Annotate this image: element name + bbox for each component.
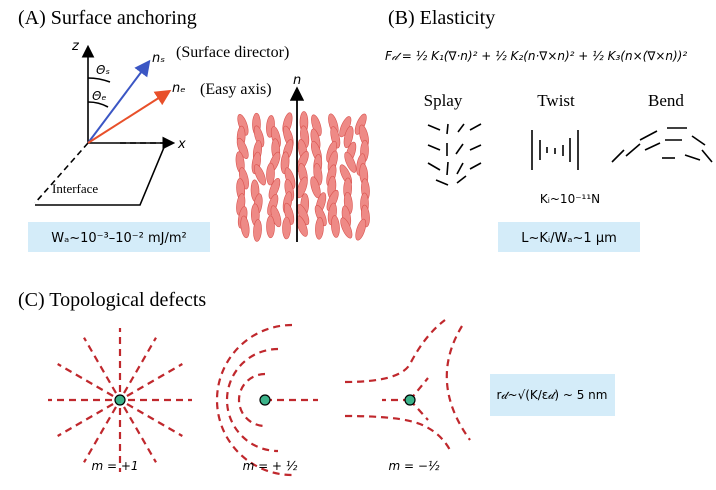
axis-label: z [71, 39, 80, 54]
vector-caption: (Surface director) [176, 44, 289, 61]
splay-lines [428, 124, 481, 185]
mode-label: Twist [537, 91, 575, 110]
angle-label: Θₑ [92, 89, 106, 103]
panel-title: (B) Elasticity [388, 7, 495, 29]
constant-label: Kᵢ~10⁻¹¹N [540, 192, 600, 206]
director-line [127, 364, 182, 396]
director-line [84, 338, 116, 393]
molecule [240, 215, 251, 238]
director-line [58, 364, 113, 396]
mode-label: Splay [424, 91, 463, 110]
info-text: L~Kᵢ/Wₐ~1 μm [521, 231, 617, 246]
axis-label: x [177, 137, 186, 152]
defect-plus-one [48, 328, 192, 472]
vector-label: nₑ [172, 81, 186, 96]
molecule [354, 218, 368, 241]
vector-label: nₛ [152, 51, 165, 66]
defect-label: m = + ½ [243, 459, 298, 473]
panel-title: (C) Topological defects [18, 289, 206, 311]
defect-label: m = −½ [388, 459, 439, 473]
info-text: r𝒹~√(K/ε𝒹) ~ 5 nm [497, 388, 608, 402]
liquid-crystal [235, 111, 371, 241]
bend-lines [612, 128, 712, 162]
info-text: Wₐ~10⁻³–10⁻² mJ/m² [51, 231, 186, 246]
angle-label: Θₛ [96, 63, 110, 77]
director-label: n [293, 73, 301, 88]
molecule [282, 217, 290, 239]
plane-label: Interface [52, 181, 98, 196]
defect-label: m = +1 [91, 459, 138, 473]
director-line [127, 404, 182, 436]
director-line [84, 407, 116, 462]
director-line [124, 338, 156, 393]
panel-title: (A) Surface anchoring [18, 7, 197, 29]
vector-caption: (Easy axis) [200, 81, 272, 98]
director-line [58, 404, 113, 436]
defect-minus-half [345, 320, 470, 450]
molecule [266, 216, 274, 238]
mode-label: Bend [648, 91, 684, 110]
figure: (A) Surface anchoring z x nₛ (Surface di… [0, 0, 716, 490]
molecule [315, 217, 324, 239]
molecule [331, 215, 341, 238]
defect-plus-half [217, 325, 318, 475]
formula: F𝒹 = ½ K₁(∇·n)² + ½ K₂(n·∇×n)² + ½ K₃(n×… [385, 49, 687, 63]
director-line [124, 407, 156, 462]
defect-core [115, 395, 125, 405]
twist-lines [532, 130, 578, 170]
